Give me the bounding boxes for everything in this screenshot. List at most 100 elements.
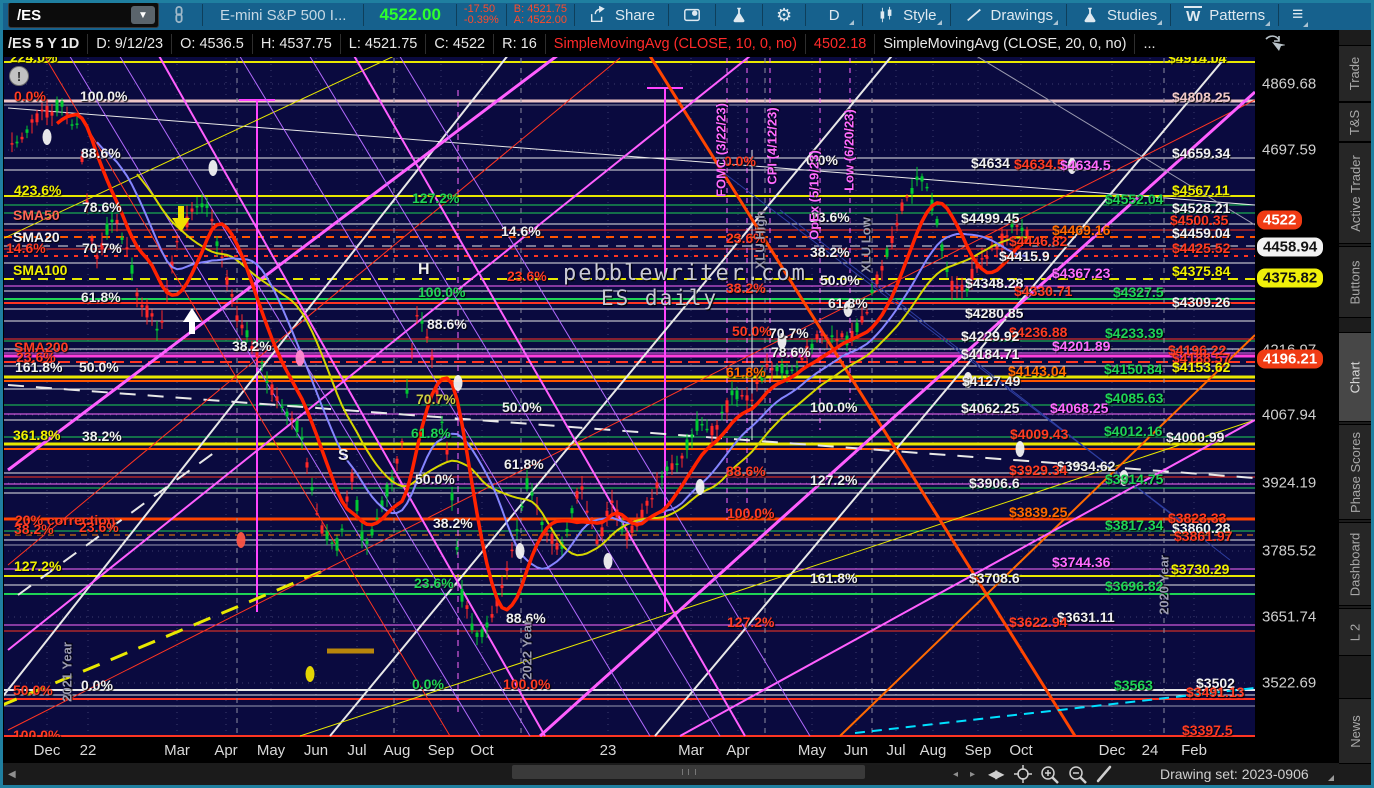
bar-range: R: 16 bbox=[494, 33, 546, 54]
pencil-icon[interactable] bbox=[1094, 764, 1114, 784]
zoom-in-icon[interactable] bbox=[1040, 764, 1059, 784]
time-axis-label: Aug bbox=[383, 742, 411, 759]
share-button[interactable]: Share bbox=[582, 4, 661, 26]
chart-canvas[interactable] bbox=[4, 57, 1255, 737]
price-change: -17.50 -0.39% bbox=[463, 3, 499, 26]
share-icon bbox=[590, 6, 605, 23]
axis-tick-label: 4869.68 bbox=[1262, 75, 1317, 93]
drawing-set-selector[interactable]: Drawing set: 2023-0906 bbox=[1160, 766, 1309, 782]
candlestick-icon bbox=[880, 6, 892, 23]
studies-more-ellipsis[interactable]: ... bbox=[1143, 35, 1156, 52]
price-badge: 4522 bbox=[1257, 210, 1303, 230]
time-axis-label: Mar bbox=[678, 742, 704, 759]
zoom-out-icon[interactable] bbox=[1068, 764, 1087, 784]
scroll-left-icon[interactable]: ◀ bbox=[8, 768, 16, 780]
timeframe-label: D bbox=[828, 6, 840, 24]
axis-tick-label: 3924.19 bbox=[1262, 474, 1317, 492]
watermark-title: ES daily bbox=[601, 286, 719, 310]
time-axis-label: Jul bbox=[347, 742, 367, 759]
axis-tick-label: 3522.69 bbox=[1262, 674, 1317, 692]
chevron-down-icon[interactable]: ▼ bbox=[131, 6, 155, 24]
sidebar-tab-chart[interactable]: Chart bbox=[1339, 332, 1371, 422]
sidebar-tab-active-trader[interactable]: Active Trader bbox=[1339, 142, 1371, 244]
time-axis-label: Jun bbox=[843, 742, 869, 759]
panel-info-icon bbox=[684, 8, 700, 22]
time-axis-label: Jun bbox=[303, 742, 329, 759]
sidebar-tab-news[interactable]: News bbox=[1339, 698, 1371, 764]
sidebar-tab-t-s[interactable]: T&S bbox=[1339, 102, 1371, 142]
axis-tick-label: 4697.59 bbox=[1262, 141, 1317, 159]
gear-icon: ⚙ bbox=[776, 4, 793, 25]
time-axis-label: Jul bbox=[886, 742, 906, 759]
time-axis-label: May bbox=[256, 742, 286, 759]
time-axis-label: 22 bbox=[79, 742, 97, 759]
link-icon[interactable] bbox=[163, 4, 195, 26]
time-axis-label: Feb bbox=[1181, 742, 1207, 759]
symbol-description: E-mini S&P 500 I... bbox=[220, 6, 347, 24]
watermark-site: pebblewriter.com bbox=[563, 261, 807, 286]
sma10-value: 4502.18 bbox=[806, 33, 876, 54]
warning-icon[interactable]: ! bbox=[9, 66, 29, 86]
time-axis-label: Aug bbox=[919, 742, 947, 759]
sidebar-tab-phase-scores[interactable]: Phase Scores bbox=[1339, 424, 1371, 520]
price-badge: 4375.82 bbox=[1257, 268, 1324, 288]
crosshair-icon[interactable] bbox=[1014, 764, 1032, 784]
chart-list-button[interactable]: ≡ bbox=[1286, 2, 1309, 28]
time-axis-label: 23 bbox=[599, 742, 617, 759]
drawing-set-corner bbox=[1328, 775, 1334, 781]
cursor-tracking-icon[interactable] bbox=[1263, 33, 1285, 55]
panning-icon[interactable]: ◀▶ bbox=[988, 767, 1005, 781]
page-left-icon[interactable]: ◂ bbox=[953, 768, 959, 780]
axis-tick-label: 3651.74 bbox=[1262, 608, 1317, 626]
top-toolbar: /ES ▼ E-mini S&P 500 I... 4522.00 -17.50… bbox=[0, 0, 1374, 30]
patterns-button[interactable]: W Patterns bbox=[1178, 4, 1271, 27]
sidebar-tab-dashboard[interactable]: Dashboard bbox=[1339, 522, 1371, 606]
axis-tick-label: 3785.52 bbox=[1262, 542, 1317, 560]
symbol-text: /ES bbox=[17, 6, 42, 24]
sidebar-tab-trade[interactable]: Trade bbox=[1339, 45, 1371, 102]
axis-header bbox=[1255, 30, 1339, 57]
sidebar-tab-buttons[interactable]: Buttons bbox=[1339, 246, 1371, 318]
list-icon: ≡ bbox=[1292, 4, 1304, 25]
bottom-bar: ◀ ◂ ▸ ◀▶ Drawing set: 2023-0906 bbox=[0, 763, 1339, 785]
axis-tick-label: 4067.94 bbox=[1262, 406, 1317, 424]
sma20-study-label[interactable]: SimpleMovingAvg (CLOSE, 20, 0, no) bbox=[875, 33, 1136, 54]
time-axis-label: 24 bbox=[1141, 742, 1159, 759]
patterns-icon: W bbox=[1184, 5, 1203, 25]
bar-high: H: 4537.75 bbox=[253, 33, 341, 54]
drawings-button[interactable]: Drawings bbox=[958, 4, 1060, 26]
sma10-study-label[interactable]: SimpleMovingAvg (CLOSE, 10, 0, no) bbox=[546, 33, 806, 54]
symbol-dropdown[interactable]: /ES ▼ bbox=[8, 2, 159, 28]
time-axis-label: Mar bbox=[164, 742, 190, 759]
page-right-icon[interactable]: ▸ bbox=[970, 768, 976, 780]
time-axis-label: Apr bbox=[726, 742, 750, 759]
time-axis-label: Oct bbox=[1009, 742, 1033, 759]
time-axis-label: May bbox=[797, 742, 827, 759]
bar-date: D: 9/12/23 bbox=[88, 33, 173, 54]
tests-button[interactable] bbox=[723, 4, 755, 26]
time-axis-label: Sep bbox=[427, 742, 455, 759]
bar-open: O: 4536.5 bbox=[172, 33, 253, 54]
timeframe-button[interactable]: D bbox=[813, 5, 855, 26]
sidebar-tab-l-2[interactable]: L 2 bbox=[1339, 608, 1371, 656]
ohlc-info-bar: /ES 5 Y 1D D: 9/12/23 O: 4536.5 H: 4537.… bbox=[0, 30, 1339, 57]
bar-low: L: 4521.75 bbox=[341, 33, 427, 54]
time-axis-label: Dec bbox=[1098, 742, 1126, 759]
price-axis[interactable]: 4869.684697.594216.974067.943924.193785.… bbox=[1255, 57, 1339, 737]
flask-icon bbox=[1084, 7, 1096, 23]
price-badge: 4458.94 bbox=[1257, 237, 1324, 257]
horizontal-scrollbar[interactable] bbox=[512, 765, 865, 779]
symbol-timeframe: /ES 5 Y 1D bbox=[0, 33, 89, 54]
chart-info-button[interactable] bbox=[676, 4, 708, 26]
price-badge: 4196.21 bbox=[1257, 349, 1324, 369]
time-axis[interactable]: Dec 22 Mar Apr May Jun Jul Aug Sep Oct 23 Mar Apr May… bbox=[0, 737, 1339, 763]
right-sidebar: Trade T&S Active Trader Buttons Chart Phase S… bbox=[1339, 30, 1371, 785]
time-axis-label: Oct bbox=[470, 742, 494, 759]
settings-button[interactable]: ⚙ bbox=[770, 3, 798, 28]
flask-icon bbox=[733, 7, 745, 23]
bar-close: C: 4522 bbox=[426, 33, 495, 54]
time-axis-label: Dec bbox=[33, 742, 61, 759]
studies-button[interactable]: Studies bbox=[1074, 4, 1163, 26]
style-button[interactable]: Style bbox=[870, 4, 942, 26]
trendline-icon bbox=[966, 8, 981, 22]
